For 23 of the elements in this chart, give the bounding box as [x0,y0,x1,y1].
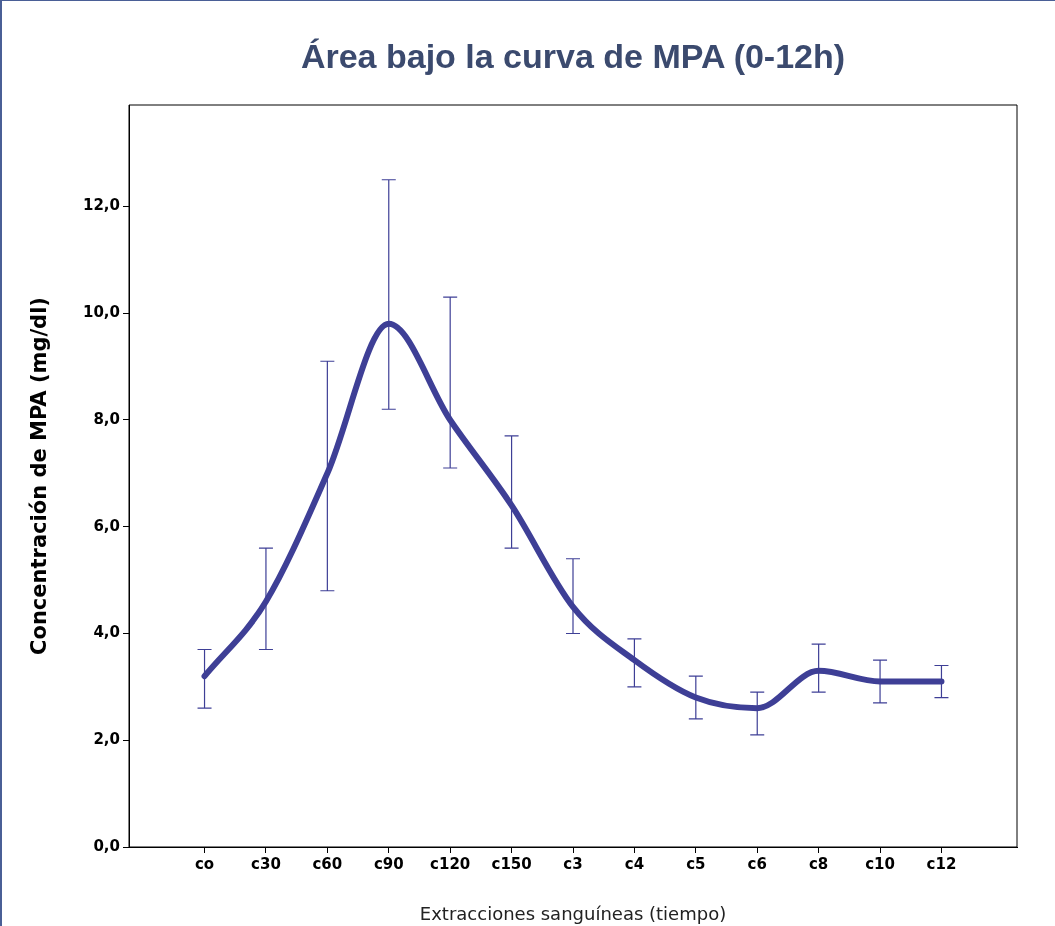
y-tick-label: 6,0 [93,516,120,535]
y-tick-label: 4,0 [93,623,120,642]
y-tick-label: 12,0 [82,196,120,215]
y-tick-label: 8,0 [93,409,120,428]
y-axis-title: Concentración de MPA (mg/dl) [27,297,52,655]
y-tick-label: 0,0 [93,836,120,855]
x-tick-label: c12 [926,854,957,873]
x-tick-label: c5 [686,854,706,873]
x-tick-label: c60 [312,854,343,873]
x-tick-label: c30 [251,854,281,873]
y-tick-label: 2,0 [93,730,120,749]
x-tick-label: c8 [808,854,829,873]
x-tick-label: c90 [373,854,404,873]
x-tick-label: c3 [563,854,583,873]
x-axis-title: Extracciones sanguíneas (tiempo) [419,902,727,924]
x-tick-label: c4 [624,854,645,873]
x-tick-label: co [194,854,215,873]
chart-title: Área bajo la curva de MPA (0-12h) [300,37,846,76]
x-tick-label: c150 [491,854,532,873]
y-tick-label: 10,0 [82,303,120,322]
x-tick-label: c6 [747,854,767,873]
x-tick-label: c10 [865,854,895,873]
x-tick-label: c120 [430,854,471,873]
